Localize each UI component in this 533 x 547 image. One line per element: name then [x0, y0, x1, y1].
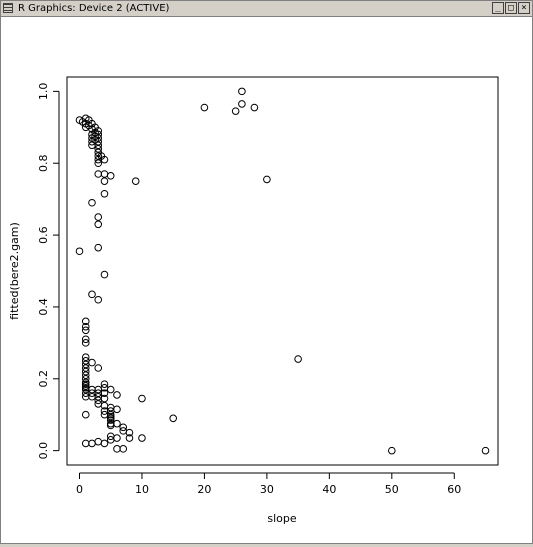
- data-point: [388, 446, 396, 455]
- data-point: [81, 439, 90, 448]
- data-point: [100, 177, 109, 185]
- data-point: [75, 247, 84, 256]
- x-tick-label: 50: [385, 483, 399, 496]
- y-tick-label: 0.8: [37, 154, 50, 172]
- data-point: [200, 103, 209, 112]
- data-point: [100, 439, 109, 448]
- data-point: [481, 446, 490, 455]
- data-point: [125, 434, 134, 442]
- data-point: [88, 439, 96, 448]
- data-point: [94, 295, 103, 304]
- data-point: [94, 141, 103, 150]
- data-point: [100, 380, 109, 388]
- data-point: [100, 394, 109, 403]
- data-point: [106, 432, 115, 441]
- y-tick-label: 1.0: [37, 83, 50, 101]
- plot-frame: [66, 76, 499, 466]
- x-tick-label: 20: [197, 483, 211, 496]
- maximize-button[interactable]: □: [505, 2, 517, 14]
- data-point: [138, 434, 146, 442]
- data-point: [119, 423, 128, 432]
- x-tick-label: 10: [135, 483, 149, 496]
- data-point: [94, 220, 103, 229]
- data-point: [169, 414, 177, 423]
- y-tick-label: 0.0: [37, 442, 50, 460]
- data-point: [94, 364, 103, 372]
- data-point: [81, 374, 90, 383]
- data-point: [238, 100, 246, 108]
- data-point: [94, 213, 103, 221]
- data-point: [94, 127, 103, 135]
- x-axis-label: slope: [267, 512, 296, 525]
- data-point: [94, 134, 103, 142]
- y-axis: 0.0 0.2 0.4 0.6 0.8 1.0: [37, 83, 60, 460]
- data-point: [106, 416, 115, 424]
- data-point: [231, 107, 240, 115]
- data-point: [113, 419, 121, 428]
- data-point: [94, 145, 103, 153]
- plot-area: 0 10 20 30 40 50 60 0.0 0.2 0.4 0.6 0.8 1.0 slope f…: [1, 17, 532, 543]
- data-point: [138, 394, 146, 403]
- data-point: [88, 358, 96, 367]
- data-point: [100, 270, 109, 279]
- data-point: [294, 355, 302, 363]
- data-point: [100, 170, 109, 178]
- data-point: [100, 155, 109, 164]
- data-point: [88, 290, 96, 299]
- data-point: [106, 436, 115, 444]
- data-point: [94, 243, 103, 252]
- y-tick-label: 0.4: [37, 298, 50, 316]
- title-bar[interactable]: R Graphics: Device 2 (ACTIVE) _ □ ×: [1, 1, 532, 17]
- data-point: [100, 389, 109, 397]
- data-point: [100, 189, 109, 198]
- data-point: [131, 177, 140, 185]
- data-point: [94, 137, 103, 146]
- data-point: [119, 445, 128, 453]
- data-point: [106, 171, 115, 180]
- data-point: [113, 405, 121, 414]
- x-tick-label: 0: [76, 483, 83, 496]
- y-tick-label: 0.2: [37, 370, 50, 388]
- x-tick-label: 60: [447, 483, 461, 496]
- data-point: [81, 353, 90, 362]
- y-axis-label: fitted(bere2.gam): [8, 222, 21, 320]
- data-point: [263, 175, 271, 184]
- x-tick-label: 30: [260, 483, 274, 496]
- data-point: [81, 317, 90, 326]
- data-point: [81, 371, 90, 379]
- data-points: [75, 87, 490, 455]
- data-point: [81, 322, 90, 331]
- data-point: [81, 367, 90, 376]
- data-point: [113, 445, 121, 453]
- x-axis: 0 10 20 30 40 50 60: [76, 472, 461, 496]
- data-point: [81, 410, 90, 419]
- close-button[interactable]: ×: [518, 2, 530, 14]
- data-point: [106, 385, 115, 394]
- data-point: [94, 437, 103, 446]
- data-point: [113, 434, 121, 442]
- data-point: [81, 335, 90, 344]
- y-tick-label: 0.6: [37, 226, 50, 244]
- data-point: [113, 391, 121, 399]
- window-title: R Graphics: Device 2 (ACTIVE): [18, 3, 170, 14]
- window-menu-icon[interactable]: [3, 3, 13, 13]
- data-point: [125, 428, 134, 437]
- minimize-button[interactable]: _: [492, 2, 504, 14]
- data-point: [81, 326, 90, 335]
- data-point: [94, 159, 103, 168]
- data-point: [94, 130, 103, 139]
- data-point: [88, 198, 96, 207]
- data-point: [94, 152, 103, 160]
- data-point: [94, 170, 103, 178]
- scatter-plot: 0 10 20 30 40 50 60 0.0 0.2 0.4 0.6 0.8 1.0 slope f…: [8, 76, 499, 525]
- x-tick-label: 40: [322, 483, 336, 496]
- data-point: [250, 103, 259, 112]
- data-point: [238, 87, 246, 96]
- data-point: [81, 339, 90, 347]
- data-point: [81, 364, 90, 372]
